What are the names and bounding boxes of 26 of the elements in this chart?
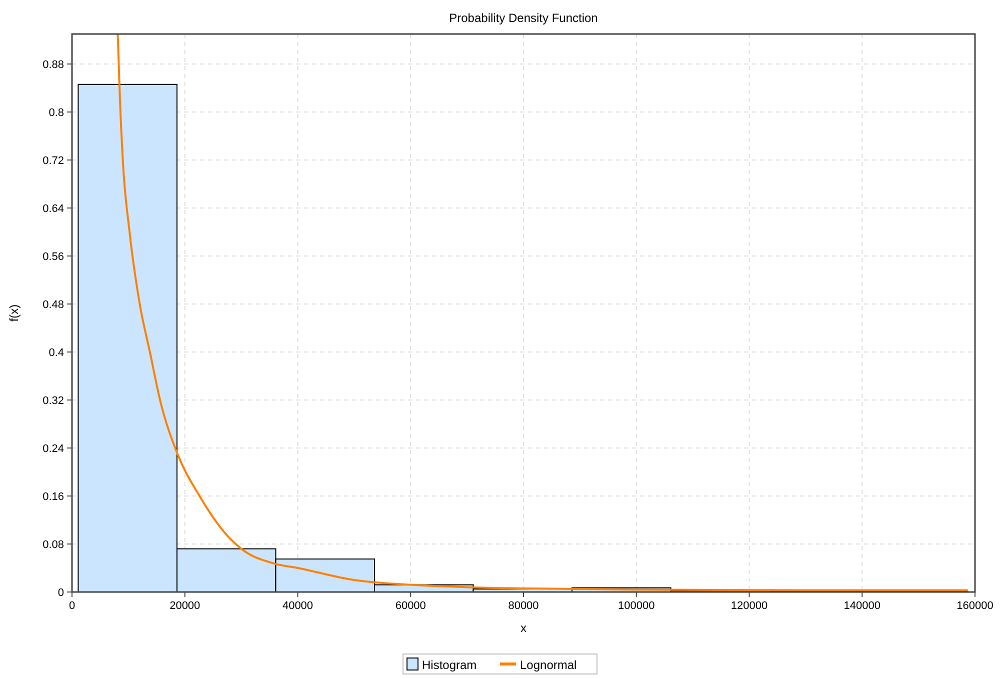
x-tick-label: 160000 bbox=[956, 600, 994, 612]
y-tick-label: 0.72 bbox=[42, 155, 64, 167]
y-tick-label: 0.08 bbox=[42, 539, 64, 551]
x-tick-label: 100000 bbox=[618, 600, 655, 612]
x-tick-label: 60000 bbox=[395, 600, 426, 612]
y-tick-label: 0.8 bbox=[48, 107, 64, 119]
y-tick-label: 0.56 bbox=[42, 251, 64, 263]
y-tick-label: 0.64 bbox=[42, 203, 64, 215]
x-tick-label: 120000 bbox=[730, 600, 768, 612]
y-axis-title: f(x) bbox=[7, 304, 21, 322]
legend-label: Lognormal bbox=[520, 658, 577, 672]
x-axis-title: x bbox=[520, 621, 526, 635]
y-tick-label: 0.32 bbox=[42, 395, 64, 407]
x-tick-label: 140000 bbox=[844, 600, 880, 612]
y-tick-label: 0.24 bbox=[42, 443, 64, 455]
x-tick-label: 40000 bbox=[282, 600, 314, 612]
y-tick-label: 0.16 bbox=[42, 491, 64, 503]
y-tick-label: 0.88 bbox=[42, 59, 64, 71]
x-tick-label: 0 bbox=[68, 600, 76, 612]
y-tick-label: 0.4 bbox=[48, 347, 64, 359]
chart-title: Probability Density Function bbox=[449, 11, 598, 25]
x-tick-label: 80000 bbox=[508, 600, 539, 612]
y-tick-label: 0.48 bbox=[42, 299, 64, 311]
y-tick-label: 0 bbox=[58, 587, 64, 599]
legend-label: Histogram bbox=[422, 658, 477, 672]
x-tick-label: 20000 bbox=[170, 600, 200, 612]
